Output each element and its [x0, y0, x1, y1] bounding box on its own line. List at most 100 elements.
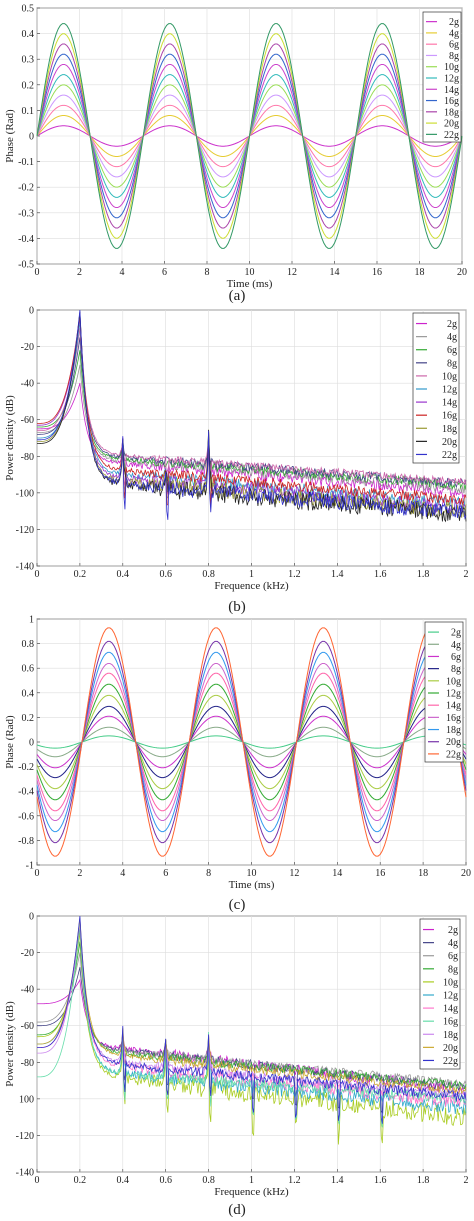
series-line: [37, 320, 467, 509]
x-tick-label: 0.2: [74, 569, 87, 580]
y-tick-label: -0.5: [18, 260, 34, 271]
y-tick-label: -60: [21, 415, 34, 426]
legend-label: 10g: [443, 977, 458, 988]
x-tick-label: 0.8: [202, 1175, 215, 1186]
series-line: [37, 917, 467, 1095]
chart-panel-d: 0 0.2 0.4 0.6 0.8 1 1.2 1.4 1.6 1.8 2 -140 -120 100 -8…: [4, 912, 469, 1199]
x-tick-label: 4: [120, 868, 125, 879]
x-tick-label: 0: [35, 1175, 40, 1186]
y-tick-label: -0.2: [18, 762, 34, 773]
y-tick-label: 0: [29, 132, 34, 143]
x-axis-label: Frequence (kHz): [214, 580, 289, 592]
series-line: [36, 662, 467, 822]
legend-label: 4g: [449, 28, 459, 39]
x-tick-label: 1.2: [288, 1175, 301, 1186]
x-tick-label: 2: [77, 267, 82, 278]
legend-label: 4g: [448, 938, 458, 949]
series-line: [36, 627, 467, 857]
x-tick-label: 8: [206, 868, 211, 879]
y-axis-label: Phase (Rad): [4, 109, 16, 163]
series-line: [36, 640, 467, 844]
series-line: [36, 735, 467, 749]
chart-panel-b: 0 0.2 0.4 0.6 0.8 1 1.2 1.4 1.6 1.8 2 -140 -120 -100 -…: [4, 306, 469, 593]
series-line: [36, 726, 467, 758]
y-tick-label: -120: [16, 525, 34, 536]
y-tick-label: 0.5: [22, 4, 35, 15]
x-tick-label: 10: [245, 267, 255, 278]
panel-caption-c: (c): [229, 897, 246, 913]
series-line: [36, 651, 467, 833]
series-line: [36, 715, 467, 769]
legend-label: 4g: [447, 332, 457, 343]
series-line: [36, 705, 467, 779]
series-line: [37, 337, 467, 489]
x-tick-label: 6: [162, 267, 167, 278]
legend-label: 22g: [446, 749, 461, 760]
legend-label: 22g: [443, 1056, 458, 1067]
x-tick-label: 0.6: [159, 569, 172, 580]
legend-label: 8g: [448, 964, 458, 975]
legend-label: 10g: [444, 62, 459, 73]
y-tick-label: -80: [21, 452, 34, 463]
x-tick-label: 0.4: [117, 569, 130, 580]
x-tick-label: 1.8: [417, 569, 430, 580]
legend-label: 2g: [447, 319, 457, 330]
x-tick-label: 12: [287, 267, 297, 278]
legend-label: 12g: [446, 689, 461, 700]
y-tick-label: 0: [29, 306, 34, 317]
y-tick-label: -60: [21, 1021, 34, 1032]
legend-label: 20g: [444, 119, 459, 130]
y-tick-label: 0.1: [22, 106, 35, 117]
y-tick-label: -0.3: [18, 208, 34, 219]
legend-label: 20g: [442, 437, 457, 448]
y-tick-label: 100: [19, 1094, 34, 1105]
legend-label: 18g: [443, 1030, 458, 1041]
legend-label: 14g: [443, 1004, 458, 1015]
legend-label: 2g: [448, 925, 458, 936]
y-tick-label: 0.3: [22, 55, 35, 66]
y-tick-label: 0: [29, 738, 34, 749]
series-line: [37, 952, 467, 1089]
x-tick-label: 18: [418, 868, 428, 879]
x-tick-label: 0: [35, 868, 40, 879]
chart-panel-c: 0 2 4 6 8 10 12 14 16 18 20 -1 -0.8 -0.6 -0.4 -0.2 0 0.2 0…: [4, 615, 471, 892]
legend-label: 22g: [444, 130, 459, 141]
legend-box: [422, 11, 462, 143]
legend-label: 20g: [443, 1043, 458, 1054]
legend-label: 6g: [451, 652, 461, 663]
y-tick-label: -20: [21, 342, 34, 353]
y-tick-label: -0.2: [18, 183, 34, 194]
legend-label: 18g: [446, 725, 461, 736]
y-tick-label: 1: [29, 615, 34, 626]
panel-caption-d: (d): [228, 1202, 246, 1218]
legend-label: 20g: [446, 737, 461, 748]
x-tick-label: 8: [205, 267, 210, 278]
x-tick-label: 1.6: [374, 1175, 387, 1186]
legend-label: 6g: [447, 345, 457, 356]
x-axis-label: Frequence (kHz): [214, 1186, 289, 1198]
chart-panel-a: 0 2 4 6 8 10 12 14 16 18 20 -0.5 -0.4 -0.3 -0.2 -0.1 0 0.…: [4, 4, 467, 291]
legend-label: 22g: [442, 450, 457, 461]
x-tick-label: 14: [332, 868, 342, 879]
y-tick-label: -0.8: [18, 836, 34, 847]
y-tick-label: 0.6: [22, 664, 35, 675]
legend-box: [419, 918, 461, 1070]
x-tick-label: 18: [415, 267, 425, 278]
series-line: [37, 919, 467, 1128]
legend-label: 8g: [451, 664, 461, 675]
legend-label: 10g: [442, 371, 457, 382]
x-tick-label: 1: [249, 1175, 254, 1186]
series-line: [36, 694, 467, 790]
y-axis-label: Power density (dB): [4, 1001, 16, 1087]
x-tick-label: 0.4: [117, 1175, 130, 1186]
x-tick-label: 20: [457, 267, 467, 278]
x-tick-label: 1.6: [374, 569, 387, 580]
series-line: [37, 364, 467, 500]
legend-label: 14g: [446, 701, 461, 712]
x-tick-label: 1.2: [288, 569, 301, 580]
legend-box: [412, 312, 460, 464]
legend-label: 2g: [449, 17, 459, 28]
legend-label: 10g: [446, 676, 461, 687]
series-line: [37, 313, 467, 507]
